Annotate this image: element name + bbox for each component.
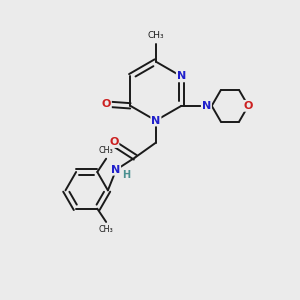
Text: O: O <box>109 137 119 147</box>
Text: H: H <box>122 170 130 180</box>
Text: N: N <box>177 71 186 81</box>
Text: CH₃: CH₃ <box>99 146 113 155</box>
Text: N: N <box>111 165 120 175</box>
Text: O: O <box>102 99 111 110</box>
Text: N: N <box>202 101 211 111</box>
Text: O: O <box>244 101 253 111</box>
Text: N: N <box>151 116 160 126</box>
Text: CH₃: CH₃ <box>148 31 164 40</box>
Text: CH₃: CH₃ <box>99 226 113 235</box>
